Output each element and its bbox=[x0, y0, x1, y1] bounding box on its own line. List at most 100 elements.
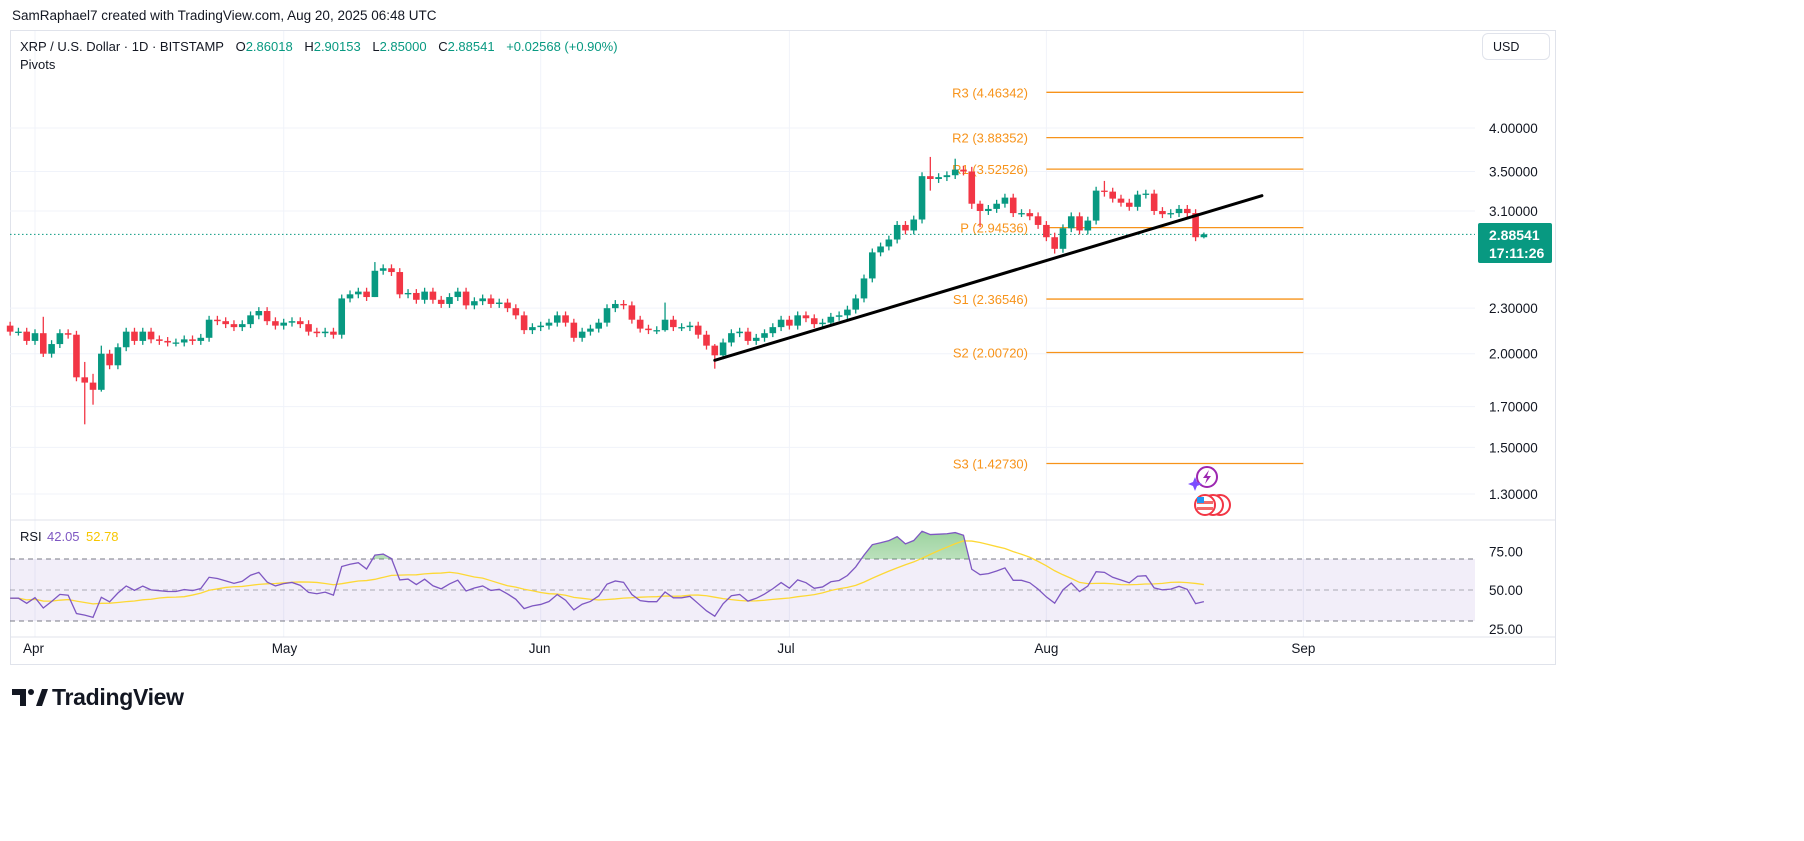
candle[interactable] bbox=[1001, 193, 1009, 208]
candle[interactable] bbox=[230, 320, 238, 332]
candle[interactable] bbox=[31, 329, 39, 345]
candle[interactable] bbox=[189, 335, 196, 345]
price-axis[interactable]: 4.00000 3.50000 3.10000 2.30000 2.00000 1.700… bbox=[1489, 121, 1538, 502]
candle[interactable] bbox=[968, 166, 976, 209]
candle[interactable] bbox=[1159, 207, 1166, 219]
candle[interactable] bbox=[1150, 189, 1158, 215]
candle[interactable] bbox=[404, 289, 412, 299]
candle[interactable] bbox=[620, 300, 627, 310]
candle[interactable] bbox=[1109, 187, 1116, 203]
symbol-legend[interactable]: XRP / U.S. Dollar · 1D · BITSTAMP O2.860… bbox=[20, 39, 626, 54]
candle[interactable] bbox=[39, 316, 47, 357]
candle[interactable] bbox=[976, 200, 984, 228]
candle[interactable] bbox=[454, 287, 462, 301]
candle[interactable] bbox=[860, 274, 868, 303]
candle[interactable] bbox=[520, 311, 528, 335]
candle[interactable] bbox=[603, 304, 611, 327]
candle[interactable] bbox=[1084, 216, 1092, 235]
candle[interactable] bbox=[943, 171, 951, 182]
candle[interactable] bbox=[935, 173, 942, 183]
candle[interactable] bbox=[1134, 190, 1141, 211]
candle[interactable] bbox=[56, 329, 64, 348]
candle[interactable] bbox=[595, 318, 603, 333]
currency-button[interactable]: USD bbox=[1482, 33, 1550, 60]
candle[interactable] bbox=[1200, 232, 1208, 239]
candle[interactable] bbox=[587, 324, 594, 336]
candle[interactable] bbox=[1101, 180, 1108, 197]
candle[interactable] bbox=[446, 293, 453, 308]
candle[interactable] bbox=[462, 287, 470, 310]
candle[interactable] bbox=[553, 311, 561, 327]
candle[interactable] bbox=[321, 327, 329, 338]
candle[interactable] bbox=[247, 311, 254, 329]
candle[interactable] bbox=[529, 323, 536, 335]
candle[interactable] bbox=[951, 158, 959, 180]
candle[interactable] bbox=[437, 295, 445, 308]
candle[interactable] bbox=[106, 349, 113, 370]
candle[interactable] bbox=[205, 315, 213, 342]
candle[interactable] bbox=[1092, 186, 1100, 225]
trendline[interactable] bbox=[713, 194, 1264, 362]
candle[interactable] bbox=[578, 327, 586, 342]
candle[interactable] bbox=[388, 264, 395, 276]
candle[interactable] bbox=[296, 317, 304, 329]
candle[interactable] bbox=[885, 235, 893, 251]
candle[interactable] bbox=[893, 221, 901, 244]
candle[interactable] bbox=[686, 321, 694, 332]
candle[interactable] bbox=[313, 327, 321, 338]
candle[interactable] bbox=[1018, 209, 1025, 218]
candle[interactable] bbox=[305, 320, 312, 336]
pivots-indicator-label[interactable]: Pivots bbox=[20, 57, 56, 72]
candle[interactable] bbox=[98, 345, 105, 392]
candle[interactable] bbox=[23, 327, 31, 345]
candle[interactable] bbox=[844, 305, 851, 320]
lightning-event-icon[interactable] bbox=[1188, 466, 1218, 491]
candle[interactable] bbox=[985, 205, 992, 215]
candle[interactable] bbox=[379, 264, 387, 275]
candle[interactable] bbox=[1184, 205, 1191, 218]
candle[interactable] bbox=[89, 373, 97, 405]
candle[interactable] bbox=[1167, 209, 1175, 219]
candle[interactable] bbox=[222, 317, 229, 329]
candle[interactable] bbox=[703, 330, 710, 350]
candle[interactable] bbox=[752, 333, 760, 345]
candle[interactable] bbox=[570, 318, 578, 342]
candle[interactable] bbox=[545, 318, 553, 330]
candle[interactable] bbox=[678, 323, 685, 332]
candle[interactable] bbox=[761, 329, 768, 342]
candle[interactable] bbox=[355, 287, 362, 299]
candle[interactable] bbox=[562, 311, 569, 327]
candle[interactable] bbox=[960, 165, 967, 176]
candle[interactable] bbox=[504, 298, 511, 313]
candle[interactable] bbox=[156, 335, 163, 345]
symbol-title[interactable]: XRP / U.S. Dollar · 1D · BITSTAMP bbox=[20, 39, 224, 54]
candle[interactable] bbox=[1043, 221, 1050, 242]
candle[interactable] bbox=[1059, 224, 1067, 253]
candle[interactable] bbox=[479, 294, 486, 306]
candle[interactable] bbox=[537, 321, 544, 332]
candle[interactable] bbox=[1026, 209, 1034, 221]
candle[interactable] bbox=[777, 315, 785, 332]
candle[interactable] bbox=[471, 297, 478, 310]
candle[interactable] bbox=[653, 326, 661, 335]
candle[interactable] bbox=[512, 304, 520, 320]
candle[interactable] bbox=[272, 317, 279, 330]
candle[interactable] bbox=[197, 333, 205, 345]
candle[interactable] bbox=[81, 361, 89, 425]
candle[interactable] bbox=[628, 301, 636, 324]
candle[interactable] bbox=[122, 327, 130, 352]
candle[interactable] bbox=[346, 290, 354, 303]
candle[interactable] bbox=[396, 268, 404, 299]
candle[interactable] bbox=[868, 248, 876, 283]
candle[interactable] bbox=[612, 300, 619, 313]
candle[interactable] bbox=[214, 315, 221, 326]
candle[interactable] bbox=[852, 294, 860, 314]
candle[interactable] bbox=[927, 156, 934, 191]
candle[interactable] bbox=[172, 338, 180, 347]
candle[interactable] bbox=[1125, 198, 1133, 211]
candle[interactable] bbox=[719, 338, 727, 360]
candle[interactable] bbox=[487, 294, 495, 308]
candle[interactable] bbox=[1051, 232, 1058, 254]
candle[interactable] bbox=[728, 329, 735, 347]
time-axis[interactable]: Apr May Jun Jul Aug Sep bbox=[23, 641, 1315, 656]
